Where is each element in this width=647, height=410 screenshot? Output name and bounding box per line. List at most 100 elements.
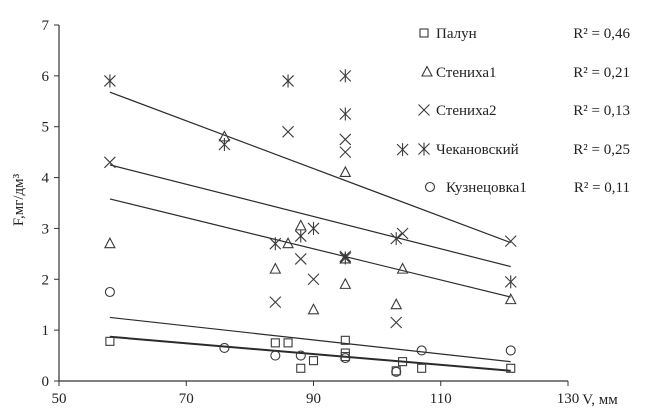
point-series-2 (307, 303, 320, 315)
point-series-1 (398, 357, 408, 367)
data-markers (103, 69, 517, 377)
legend-label-1: Палун (436, 26, 477, 42)
point-series-3-stroke-b (307, 273, 320, 286)
point-series-5-shape (340, 353, 351, 364)
point-series-1 (105, 336, 115, 346)
point-series-2-shape (396, 262, 409, 274)
point-series-5-shape (219, 342, 230, 353)
point-series-1-shape (398, 357, 408, 367)
point-series-2 (396, 262, 409, 274)
point-series-3 (104, 156, 116, 169)
legend-label-2: Стениха1 (436, 65, 497, 81)
point-series-5 (295, 350, 306, 361)
point-series-2 (294, 219, 307, 231)
point-series-2 (504, 292, 517, 305)
point-series-2-shape (269, 262, 282, 274)
legend-r2-5: R² = 0,11 (574, 180, 630, 196)
legend-marker-2 (421, 65, 433, 77)
legend-marker-3-stroke-b (418, 104, 430, 116)
point-series-2 (390, 298, 403, 310)
point-series-2-shape (390, 298, 403, 310)
trend-line-3 (109, 164, 511, 268)
point-series-3-stroke-b (269, 296, 282, 309)
point-series-5 (505, 345, 516, 356)
point-series-1 (417, 363, 427, 373)
point-series-5-shape (295, 350, 306, 361)
legend-r2-3: R² = 0,13 (573, 103, 630, 119)
point-series-5-shape (104, 286, 115, 298)
y-tick-label: 0 (42, 374, 50, 390)
point-series-4 (396, 143, 409, 157)
legend-label-3: Стениха2 (436, 103, 497, 119)
point-series-1-shape (340, 348, 350, 358)
legend-marker-2-shape (421, 65, 433, 77)
legend: Палун R² = 0,46 Стениха1 R² = 0,21 Стениха2 R… (418, 26, 630, 196)
legend-marker-3 (418, 104, 430, 116)
point-series-4 (339, 251, 352, 265)
point-series-2-shape (294, 219, 307, 231)
legend-marker-5 (424, 181, 436, 193)
y-tick-label: 2 (42, 272, 50, 288)
legend-marker-1 (419, 28, 429, 38)
point-series-2-shape (339, 165, 352, 178)
point-series-2 (282, 237, 294, 249)
point-series-1-shape (506, 363, 516, 373)
point-series-5-shape (270, 350, 281, 361)
point-series-2 (339, 277, 352, 289)
point-series-2-shape (103, 237, 116, 249)
point-series-4 (282, 74, 294, 88)
legend-marker-5-shape (424, 181, 436, 193)
point-series-4 (218, 138, 231, 152)
point-series-3 (269, 296, 282, 309)
point-series-1-shape (308, 356, 319, 366)
point-series-5 (391, 366, 402, 377)
point-series-1-shape (283, 338, 293, 348)
x-tick-label: 90 (306, 391, 321, 407)
x-tick-label: 130 (557, 391, 580, 407)
point-series-1 (270, 338, 280, 348)
legend-marker-4 (418, 142, 430, 156)
point-series-3 (294, 253, 307, 265)
point-series-1-shape (417, 363, 427, 373)
y-axis-title: F,мг/дм³ (11, 173, 27, 226)
trend-line-5 (109, 316, 511, 363)
point-series-4 (104, 74, 116, 88)
point-series-5 (416, 345, 427, 356)
point-series-5 (219, 342, 230, 353)
point-series-1-shape (270, 338, 280, 348)
axis-ticks: 50 70 90 110 130 0 1 2 3 4 5 6 7 (42, 18, 580, 407)
point-series-4 (269, 237, 282, 251)
legend-r2-4: R² = 0,25 (573, 142, 630, 158)
y-tick-label: 7 (42, 18, 50, 34)
point-series-4 (390, 232, 403, 246)
point-series-1-shape (296, 363, 306, 373)
point-series-1-shape (340, 335, 350, 345)
point-series-3-stroke-b (339, 133, 352, 146)
point-series-2-shape (339, 277, 352, 289)
point-series-3-stroke-b (294, 253, 307, 265)
legend-label-4: Чекановский (436, 142, 519, 158)
point-series-4 (339, 69, 352, 83)
point-series-5-shape (505, 345, 516, 356)
point-series-2-shape (504, 292, 517, 305)
point-series-3 (339, 133, 352, 146)
point-series-2-shape (282, 237, 294, 249)
point-series-4 (294, 229, 307, 243)
trend-line-1 (109, 335, 511, 372)
point-series-3-stroke-b (339, 146, 352, 159)
x-tick-label: 50 (52, 391, 67, 407)
y-tick-label: 5 (42, 120, 50, 136)
point-series-5 (104, 286, 115, 298)
point-series-3 (396, 227, 409, 240)
point-series-5-shape (391, 366, 402, 377)
trend-line-2 (109, 198, 511, 298)
y-tick-label: 4 (42, 171, 50, 187)
trend-line-4 (109, 91, 511, 244)
point-series-1 (283, 338, 293, 348)
point-series-4 (307, 221, 320, 235)
point-series-1 (308, 356, 319, 366)
point-series-2 (103, 237, 116, 249)
point-series-3 (504, 235, 517, 248)
point-series-5-shape (416, 345, 427, 356)
x-tick-label: 110 (430, 391, 452, 407)
